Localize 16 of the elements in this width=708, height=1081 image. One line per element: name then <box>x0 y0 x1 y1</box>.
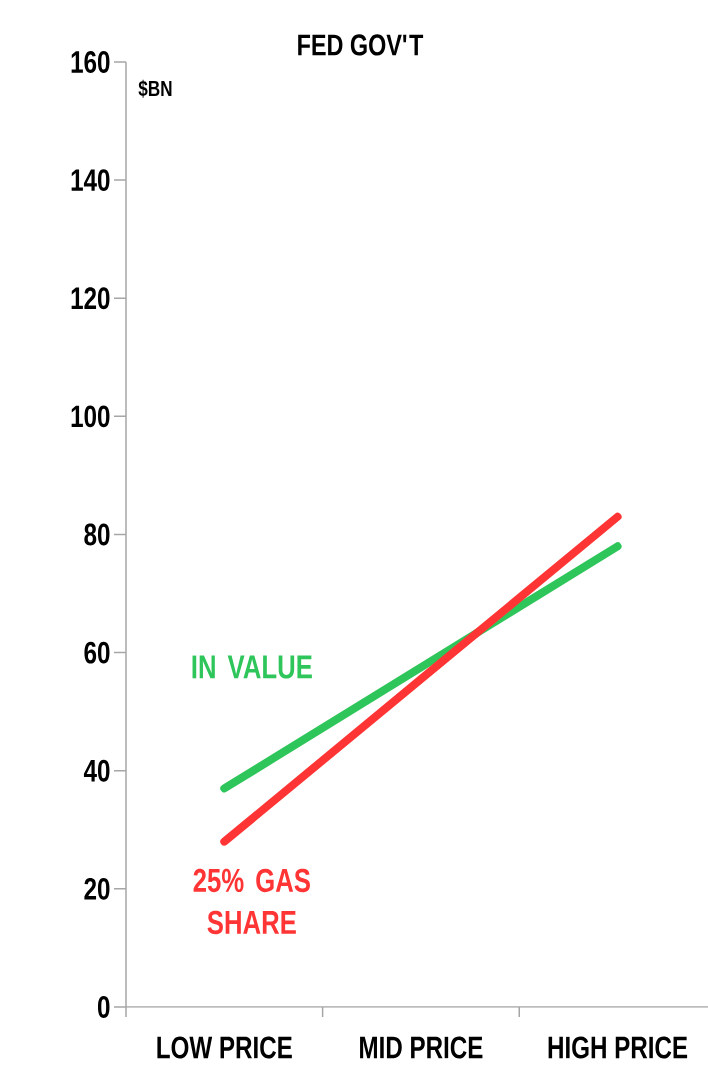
y-tick-label: 100 <box>71 405 110 428</box>
series-label: 25% GAS SHARE <box>193 868 310 935</box>
x-tick-label: HIGH PRICE <box>548 1036 688 1059</box>
y-tick-label: 20 <box>84 877 110 900</box>
x-tick-label: LOW PRICE <box>157 1036 292 1059</box>
y-tick-label: 160 <box>71 51 110 73</box>
y-axis-title: $BN <box>138 79 172 98</box>
y-tick-label: 60 <box>84 641 110 664</box>
series-label: IN VALUE <box>192 655 312 679</box>
y-tick-label: 40 <box>83 759 110 782</box>
y-tick-label: 140 <box>71 169 110 192</box>
y-tick-label: 120 <box>71 287 110 310</box>
x-tick-label: MID PRICE <box>360 1036 483 1059</box>
chart-title: FED GOV'T <box>298 34 424 56</box>
y-tick-label: 0 <box>97 996 110 1018</box>
y-tick-label: 80 <box>84 523 110 546</box>
